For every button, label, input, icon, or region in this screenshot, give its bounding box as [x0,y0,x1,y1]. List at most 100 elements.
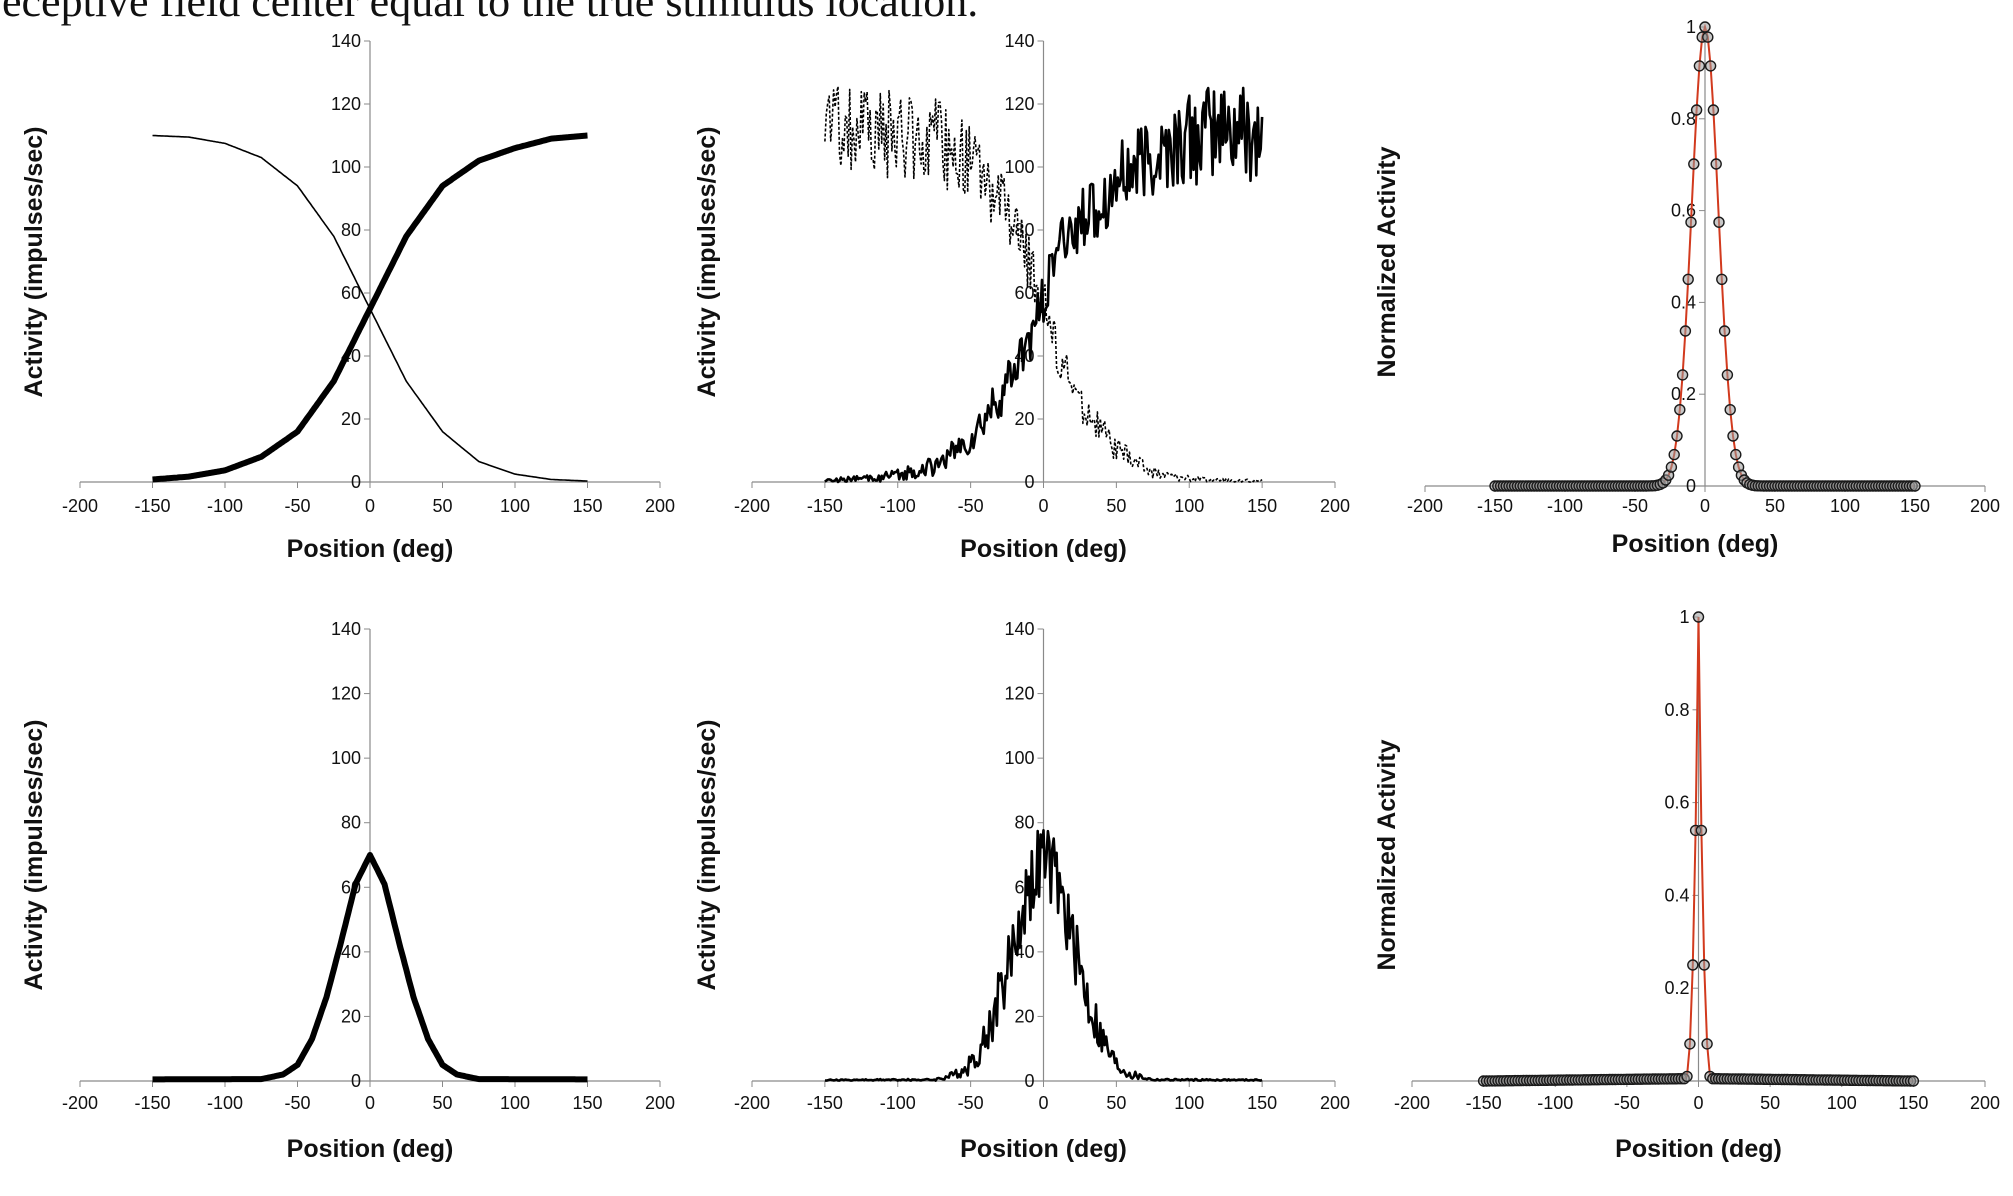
y-tick-label: 80 [341,220,361,240]
data-point [1682,273,1694,285]
chart-bottom-middle-noisy-gaussian: -200 -150 -100 -50 0 50 100 150 2000204060801001… [693,619,1350,1163]
x-tick-label: 200 [1970,496,2000,516]
y-tick-label: 80 [1014,220,1034,240]
x-tick-label: 0 [1038,1093,1048,1113]
y-tick-label: 20 [341,1006,361,1026]
x-tick-label: 100 [500,496,530,516]
x-axis-label: Position (deg) [1612,530,1779,558]
data-point [1721,369,1734,381]
y-tick-label: 140 [1004,31,1034,51]
x-tick-label: -200 [734,496,770,516]
y-tick-label: 80 [1014,813,1034,833]
y-tick-label: 100 [1004,748,1034,768]
x-tick-label: -50 [958,1093,984,1113]
data-point [1695,824,1708,837]
data-point [1665,461,1678,473]
x-tick-label: 200 [1970,1093,2000,1113]
data-point [1727,430,1739,442]
data-point [1671,430,1683,442]
x-tick-label: 150 [1900,496,1930,516]
x-tick-label: 50 [1106,1093,1126,1113]
series-line-1 [824,829,1263,1082]
y-tick-label: 0 [351,472,361,492]
x-tick-label: 0 [365,1093,375,1113]
y-axis-label: Activity (impulses/sec) [20,720,48,991]
y-tick-label: 0.6 [1671,201,1696,221]
x-tick-label: -200 [62,496,98,516]
y-tick-label: 100 [331,748,361,768]
y-axis-label: Activity (impulses/sec) [20,127,48,398]
y-tick-label: 0 [1686,476,1696,496]
x-axis-label: Position (deg) [1615,1135,1782,1163]
chart-top-middle-noisy-sigmoids: -200 -150 -100 -50 0 50 100 150 2000204060801001… [693,31,1350,563]
y-tick-label: 20 [1014,409,1034,429]
x-tick-label: -100 [880,1093,916,1113]
y-tick-label: 60 [1014,283,1034,303]
x-tick-label: -200 [1407,496,1443,516]
y-tick-label: 120 [331,94,361,114]
x-tick-label: -50 [1614,1093,1640,1113]
x-tick-label: 200 [1320,1093,1350,1113]
y-tick-label: 20 [1014,1006,1034,1026]
data-point [1702,31,1714,43]
data-point [1685,216,1697,228]
series-line-2 [824,85,1263,483]
figure-caption-fragment: eceptive field center equal to the true … [2,0,979,26]
series-line-1 [150,852,589,1083]
chart-bottom-left-gaussian: -200 -150 -100 -50 0 50 100 150 2000204060801001… [20,619,675,1163]
data-point [1730,448,1742,461]
x-tick-label: 100 [500,1093,530,1113]
x-tick-label: 100 [1830,496,1860,516]
y-tick-label: 1 [1679,607,1689,627]
x-tick-label: -100 [880,496,916,516]
data-point [1718,325,1731,337]
data-point [1679,325,1692,337]
y-axis-label: Activity (impulses/sec) [693,720,721,991]
data-point [1676,369,1689,381]
x-axis-label: Position (deg) [960,535,1127,563]
y-tick-label: 0.4 [1671,292,1696,312]
y-axis-label: Normalized Activity [1373,739,1401,970]
x-tick-label: -150 [134,496,170,516]
data-point [1713,216,1725,228]
data-point [1692,611,1705,623]
x-tick-label: 0 [1038,496,1048,516]
x-tick-label: 0 [1693,1093,1703,1113]
x-tick-label: -50 [284,1093,310,1113]
x-tick-label: -100 [207,496,243,516]
data-point [1681,1070,1693,1083]
x-tick-label: 200 [1320,496,1350,516]
y-tick-label: 0.8 [1671,109,1696,129]
x-tick-label: 150 [1247,1093,1277,1113]
x-tick-label: -150 [134,1093,170,1113]
x-tick-label: 50 [1106,496,1126,516]
y-tick-label: 120 [331,684,361,704]
data-point [1674,404,1686,416]
data-point [1710,158,1722,170]
y-axis-label: Activity (impulses/sec) [693,127,721,398]
y-tick-label: 140 [1004,619,1034,639]
data-point [1909,480,1921,492]
y-tick-label: 0.2 [1664,978,1689,998]
y-tick-label: 100 [331,157,361,177]
data-point [1690,104,1703,116]
y-tick-label: 0.6 [1664,793,1689,813]
y-tick-label: 120 [1004,94,1034,114]
data-point [1704,60,1717,72]
x-tick-label: -200 [1394,1093,1430,1113]
x-tick-label: -100 [1547,496,1583,516]
x-tick-label: 100 [1174,496,1204,516]
y-tick-label: 1 [1686,17,1696,37]
data-point [1707,104,1720,116]
y-tick-label: 0 [1024,472,1034,492]
x-tick-label: 100 [1174,1093,1204,1113]
y-tick-label: 20 [341,409,361,429]
x-tick-label: 0 [365,496,375,516]
x-tick-label: 100 [1827,1093,1857,1113]
y-tick-label: 140 [331,619,361,639]
x-axis-label: Position (deg) [287,535,454,563]
y-tick-label: 0.4 [1664,885,1689,905]
x-tick-label: 150 [572,1093,602,1113]
data-point [1684,1038,1696,1050]
